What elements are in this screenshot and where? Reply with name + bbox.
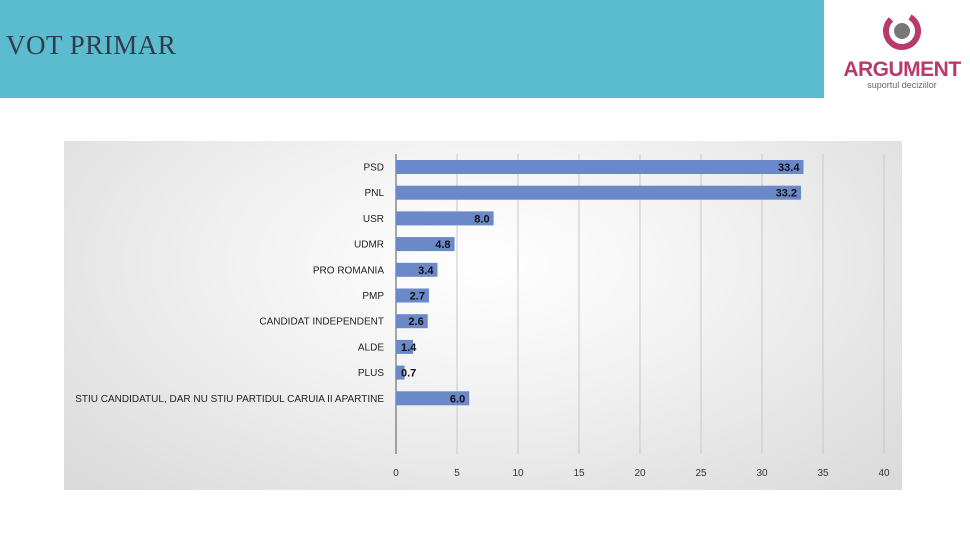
logo-mark-icon (883, 12, 921, 50)
data-label: 2.6 (408, 316, 423, 328)
data-label: 0.7 (401, 368, 416, 380)
bar (396, 288, 429, 303)
x-tick-label: 20 (634, 468, 646, 479)
category-label: UDMR (354, 240, 384, 251)
category-label: PMP (362, 291, 384, 302)
chart-panel: 0 5 10 15 20 25 30 35 40 PSD 33.4 PNL 33.2 USR 8.0 UDMR… (64, 141, 902, 490)
category-label: PSD (363, 163, 384, 174)
category-label: PRO ROMANIA (313, 265, 384, 276)
x-tick-label: 35 (817, 468, 829, 479)
x-tick-label: 30 (756, 468, 768, 479)
x-tick-label: 25 (695, 468, 707, 479)
logo-wordmark: ARGUMENT (843, 58, 961, 81)
bar (396, 339, 414, 354)
category-label: USR (363, 214, 384, 225)
bar (396, 185, 802, 200)
bar (396, 211, 494, 226)
bar (396, 365, 405, 380)
header-band: VOT PRIMAR (0, 0, 824, 98)
bar-chart: 0 5 10 15 20 25 30 35 40 PSD 33.4 PNL 33.2 USR 8.0 UDMR… (75, 154, 890, 479)
bar (396, 262, 438, 277)
data-label: 3.4 (418, 265, 434, 277)
data-label: 6.0 (450, 393, 465, 405)
x-tick-label: 0 (393, 468, 399, 479)
data-label: 1.4 (401, 342, 417, 354)
category-label: CANDIDAT INDEPENDENT (259, 317, 384, 328)
bar (396, 237, 455, 252)
data-label: 8.0 (474, 213, 489, 225)
argument-logo: ARGUMENT suportul deciziilor (842, 6, 962, 92)
x-tick-label: 40 (878, 468, 890, 479)
x-tick-label: 5 (454, 468, 460, 479)
category-label: ALDE (358, 342, 384, 353)
data-label: 33.4 (778, 162, 800, 174)
category-label: PLUS (358, 368, 384, 379)
bar (396, 160, 804, 174)
category-label: STIU CANDIDATUL, DAR NU STIU PARTIDUL CA… (75, 394, 384, 405)
data-label: 33.2 (776, 188, 797, 200)
x-tick-label: 10 (512, 468, 524, 479)
page-title: VOT PRIMAR (6, 30, 177, 60)
x-tick-label: 15 (573, 468, 585, 479)
data-label: 4.8 (435, 239, 450, 251)
category-label: PNL (365, 188, 385, 199)
bar (396, 391, 470, 406)
logo-tagline: suportul deciziilor (867, 80, 937, 90)
data-label: 2.7 (410, 291, 425, 303)
bar (396, 314, 428, 329)
